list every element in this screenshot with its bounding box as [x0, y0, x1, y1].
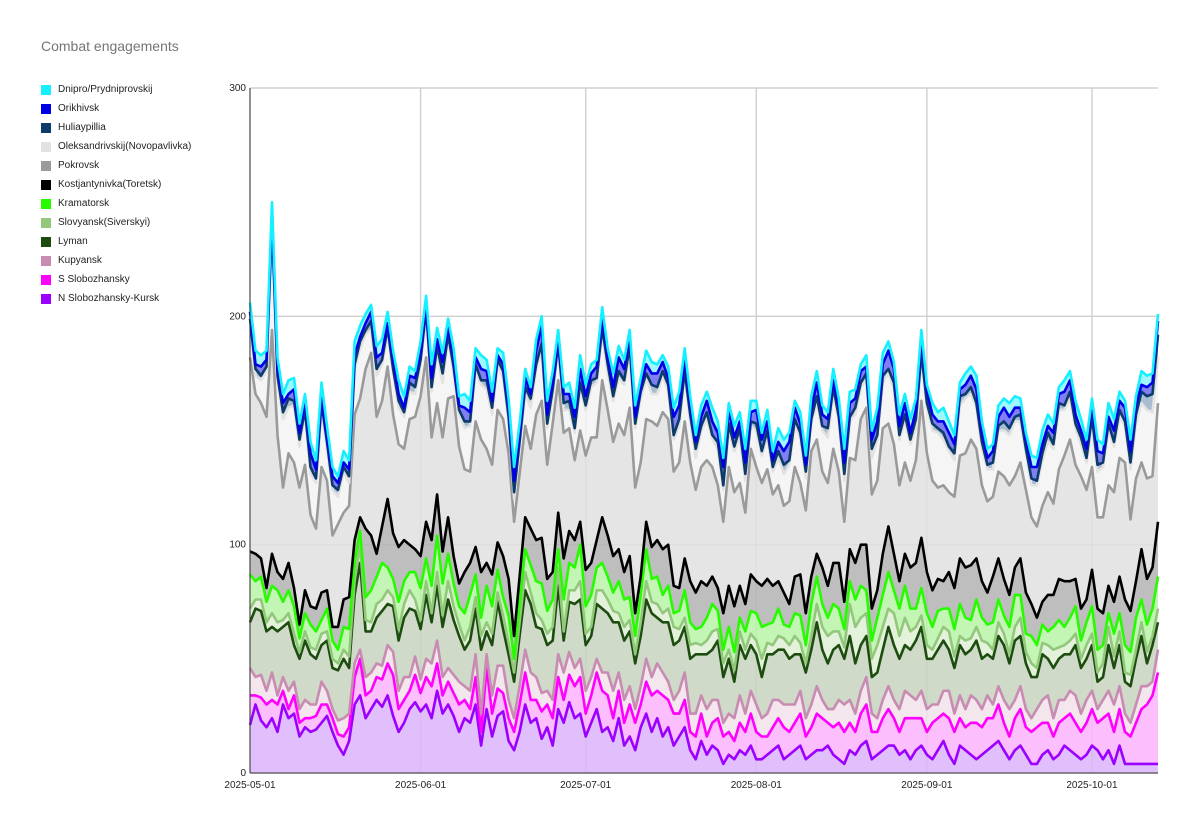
legend-label: Huliaypillia: [58, 122, 106, 133]
legend-item: Pokrovsk: [41, 156, 221, 175]
legend: Dnipro/Prydniprovskij Orikhivsk Huliaypill…: [41, 80, 221, 308]
legend-item: Slovyansk(Siverskyi): [41, 213, 221, 232]
legend-label: N Slobozhansky-Kursk: [58, 293, 160, 304]
line-series: [248, 543, 1160, 677]
y-tick-label: 300: [229, 83, 246, 94]
area-series: [250, 658, 1158, 764]
line-series: [248, 689, 1158, 766]
area-series: [250, 544, 1158, 687]
legend-swatch: [41, 122, 51, 133]
legend-swatch: [41, 103, 51, 114]
legend-item: Lyman: [41, 232, 221, 251]
line-series: [248, 219, 1160, 494]
legend-item: S Slobozhansky: [41, 270, 221, 289]
y-tick-label: 0: [240, 768, 246, 779]
legend-item: Oleksandrivskij(Novopavlivka): [41, 137, 221, 156]
series-areas: [250, 202, 1158, 773]
legend-swatch: [41, 141, 51, 152]
legend-label: Dnipro/Prydniprovskij: [58, 84, 153, 95]
legend-item: N Slobozhansky-Kursk: [41, 289, 221, 308]
legend-label: Kupyansk: [58, 255, 102, 266]
line-series: [248, 561, 1160, 688]
legend-swatch: [41, 217, 51, 228]
legend-swatch: [41, 274, 51, 285]
line-series: [248, 639, 1160, 725]
line-series: [248, 200, 1160, 478]
legend-item: Kramatorsk: [41, 194, 221, 213]
legend-label: S Slobozhansky: [58, 274, 130, 285]
legend-item: Orikhivsk: [41, 99, 221, 118]
legend-label: Orikhivsk: [58, 103, 100, 114]
area-series: [250, 227, 1158, 536]
area-series: [250, 494, 1158, 659]
x-tick-label: 2025-07-01: [560, 780, 612, 791]
legend-item: Kupyansk: [41, 251, 221, 270]
chart-title: Combat engagements: [41, 38, 179, 54]
legend-swatch: [41, 293, 51, 304]
x-tick-label: 2025-08-01: [731, 780, 783, 791]
line-series: [248, 328, 1160, 537]
line-series: [248, 226, 1160, 501]
y-tick-label: 200: [229, 311, 246, 322]
legend-item: Dnipro/Prydniprovskij: [41, 80, 221, 99]
legend-item: Kostjantynivka(Toretsk): [41, 175, 221, 194]
legend-label: Slovyansk(Siverskyi): [58, 217, 151, 228]
x-tick-label: 2025-10-01: [1066, 780, 1118, 791]
line-series: [250, 657, 1160, 743]
legend-swatch: [41, 236, 51, 247]
legend-swatch: [41, 198, 51, 209]
area-series: [250, 562, 1158, 723]
area-series: [250, 531, 1158, 675]
legend-swatch: [41, 255, 51, 266]
axes: 0 100 200 300 2025-05-01 2025-06-01 2025-07-01…: [224, 83, 1158, 791]
legend-label: Kostjantynivka(Toretsk): [58, 179, 162, 190]
legend-swatch: [41, 179, 51, 190]
area-series: [250, 690, 1158, 773]
legend-label: Kramatorsk: [58, 198, 110, 209]
legend-swatch: [41, 84, 51, 95]
x-tick-label: 2025-05-01: [224, 780, 276, 791]
area-series: [250, 640, 1158, 741]
legend-label: Lyman: [58, 236, 88, 247]
line-series: [248, 214, 1160, 485]
area-series: [250, 330, 1158, 636]
legend-item: Huliaypillia: [41, 118, 221, 137]
series-lines: [248, 200, 1160, 766]
legend-label: Pokrovsk: [58, 160, 100, 171]
x-tick-label: 2025-09-01: [901, 780, 953, 791]
line-series: [249, 493, 1160, 638]
y-tick-label: 100: [229, 540, 246, 551]
legend-swatch: [41, 160, 51, 171]
legend-label: Oleksandrivskij(Novopavlivka): [58, 141, 192, 152]
line-series: [248, 529, 1160, 661]
x-tick-label: 2025-06-01: [395, 780, 447, 791]
